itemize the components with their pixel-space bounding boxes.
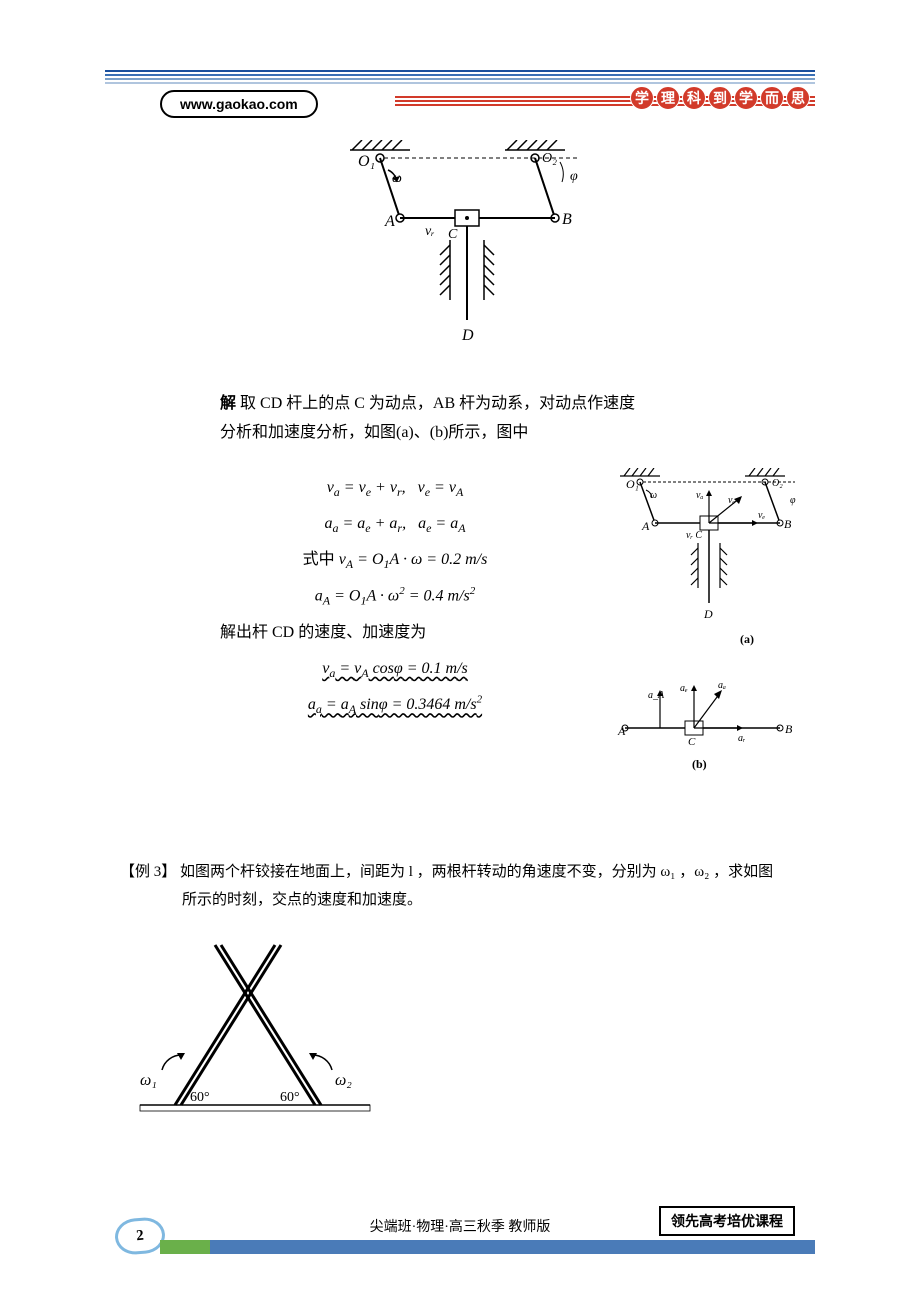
badge-3: 科: [682, 86, 706, 110]
svg-text:vₑ: vₑ: [728, 495, 735, 506]
svg-text:a_A: a_A: [648, 690, 665, 701]
svg-text:aᵣ: aᵣ: [738, 733, 746, 744]
figures-a-b: O₁ O₂ A B vᵣ C D ω vₐ vₑ vₑ φ (a): [600, 468, 800, 778]
solution-line1: 取 CD 杆上的点 C 为动点，AB 杆为动系，对动点作速度: [240, 395, 635, 412]
svg-text:aₑ: aₑ: [680, 683, 688, 694]
footer-right-badge: 领先高考培优课程: [659, 1206, 795, 1236]
svg-text:φ: φ: [570, 169, 578, 184]
example-3-label: 【例 3】: [120, 864, 176, 880]
svg-text:C: C: [688, 736, 696, 748]
svg-text:A: A: [617, 724, 626, 738]
figure-b: A B C a_A aₑ aₐ aᵣ (b): [600, 673, 800, 773]
header-top-stripes: [105, 70, 815, 86]
badge-1: 学: [630, 86, 654, 110]
svg-text:ω: ω: [392, 171, 402, 186]
header-url: www.gaokao.com: [160, 90, 318, 118]
eq4: aA = O1A · ω2 = 0.4 m/s2: [220, 580, 570, 613]
example-3-text2: 所示的时刻，交点的速度和加速度。: [120, 886, 800, 915]
svg-text:aₐ: aₐ: [718, 680, 726, 691]
svg-text:vᵣ C: vᵣ C: [686, 530, 702, 541]
badge-4: 到: [708, 86, 732, 110]
eq2: aa = ae + ar, ae = aA: [220, 508, 570, 540]
eq3: 式中 vA = O1A · ω = 0.2 m/s: [220, 544, 570, 576]
svg-text:D: D: [703, 607, 713, 621]
svg-text:O₁: O₁: [626, 477, 639, 491]
svg-text:O₂: O₂: [542, 151, 557, 166]
svg-text:(a): (a): [740, 632, 754, 646]
equations-block: va = ve + vr, ve = vA aa = ae + ar, ae =…: [120, 468, 570, 726]
badge-2: 理: [656, 86, 680, 110]
badge-6: 而: [760, 86, 784, 110]
svg-text:C: C: [448, 227, 458, 242]
badge-5: 学: [734, 86, 758, 110]
eq5-text: 解出杆 CD 的速度、加速度为: [220, 617, 570, 649]
page-content: O₁ O₂ A B C D ω vᵣ φ 解 取 CD 杆上的点 C 为动点，A…: [120, 140, 800, 1135]
svg-text:ω₁: ω₁: [140, 1072, 157, 1089]
svg-text:vᵣ: vᵣ: [425, 224, 435, 239]
svg-text:(b): (b): [692, 757, 707, 771]
svg-text:ω: ω: [650, 490, 657, 501]
svg-text:B: B: [562, 211, 572, 228]
eq7: aa = aA sinφ = 0.3464 m/s2: [220, 689, 570, 722]
svg-text:D: D: [461, 327, 474, 344]
svg-text:O₁: O₁: [358, 153, 375, 170]
example-3-figure: ω₁ ω₂ 60° 60°: [120, 935, 380, 1125]
header-badges: 学 理 科 到 学 而 思: [630, 86, 810, 110]
solution-line2: 分析和加速度分析，如图(a)、(b)所示，图中: [220, 424, 528, 441]
solution-text: 解 取 CD 杆上的点 C 为动点，AB 杆为动系，对动点作速度 分析和加速度分…: [220, 390, 700, 448]
svg-text:B: B: [785, 722, 793, 736]
svg-text:60°: 60°: [280, 1090, 300, 1105]
mechanism-figure-1: O₁ O₂ A B C D ω vᵣ φ: [290, 140, 630, 370]
svg-text:φ: φ: [790, 495, 796, 506]
svg-text:vₐ: vₐ: [696, 490, 703, 501]
badge-7: 思: [786, 86, 810, 110]
footer-stripe: [160, 1240, 815, 1254]
svg-text:vₑ: vₑ: [758, 510, 765, 521]
solution-label: 解: [220, 395, 236, 412]
svg-text:60°: 60°: [190, 1090, 210, 1105]
eq1: va = ve + vr, ve = vA: [220, 472, 570, 504]
equations-section: va = ve + vr, ve = vA aa = ae + ar, ae =…: [120, 468, 800, 778]
svg-text:A: A: [384, 213, 395, 230]
example-3-text1: 如图两个杆铰接在地面上，间距为 l ，两根杆转动的角速度不变，分别为 ω₁ ，ω…: [180, 864, 773, 880]
svg-text:A: A: [641, 519, 650, 533]
svg-text:O₂: O₂: [772, 478, 783, 489]
svg-text:ω₂: ω₂: [335, 1072, 352, 1089]
svg-text:B: B: [784, 517, 792, 531]
eq6: va = vA cosφ = 0.1 m/s: [220, 653, 570, 685]
example-3: 【例 3】 如图两个杆铰接在地面上，间距为 l ，两根杆转动的角速度不变，分别为…: [120, 858, 800, 1136]
page-footer: 2 尖端班·物理·高三秋季 教师版 领先高考培优课程: [105, 1214, 815, 1254]
figure-a: O₁ O₂ A B vᵣ C D ω vₐ vₑ vₑ φ (a): [600, 468, 800, 658]
